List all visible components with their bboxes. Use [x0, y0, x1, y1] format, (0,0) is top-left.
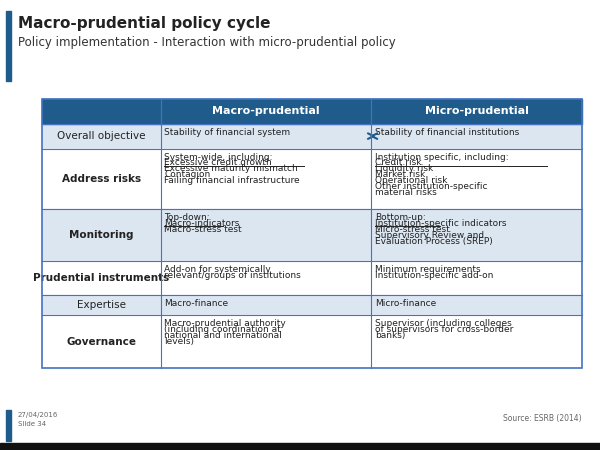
- Bar: [42, 209, 582, 261]
- Text: material risks: material risks: [375, 188, 437, 197]
- Text: Micro-stress test: Micro-stress test: [375, 225, 450, 234]
- Bar: [42, 315, 582, 368]
- Bar: [42, 99, 582, 124]
- Text: Operational risk: Operational risk: [375, 176, 448, 185]
- Bar: [42, 148, 582, 209]
- Text: Credit risk: Credit risk: [375, 158, 421, 167]
- Text: System-wide, including:: System-wide, including:: [164, 153, 273, 162]
- Text: relevant/groups of institutions: relevant/groups of institutions: [164, 271, 301, 280]
- Text: Add-on for systemically: Add-on for systemically: [164, 265, 271, 274]
- Text: Bottom-up:: Bottom-up:: [375, 213, 426, 222]
- Text: Liquidity risk: Liquidity risk: [375, 164, 433, 173]
- Bar: [6, 410, 11, 441]
- Bar: [6, 11, 11, 81]
- Text: Governance: Governance: [67, 337, 136, 347]
- Text: Contagion: Contagion: [164, 170, 211, 179]
- Text: Evaluation Process (SREP): Evaluation Process (SREP): [375, 237, 493, 246]
- Text: Excessive maturity mismatch: Excessive maturity mismatch: [164, 164, 298, 173]
- Bar: [42, 99, 582, 368]
- Text: Micro-prudential: Micro-prudential: [425, 106, 529, 117]
- Text: Policy implementation - Interaction with micro-prudential policy: Policy implementation - Interaction with…: [18, 36, 396, 49]
- Text: 27/04/2016: 27/04/2016: [18, 412, 58, 418]
- Bar: [42, 295, 582, 315]
- Text: Supervisory Review and: Supervisory Review and: [375, 231, 484, 240]
- Text: Macro-stress test: Macro-stress test: [164, 225, 242, 234]
- Text: Macro-indicators: Macro-indicators: [164, 219, 240, 228]
- Bar: [42, 124, 582, 148]
- Text: Stability of financial institutions: Stability of financial institutions: [375, 128, 519, 137]
- Text: Market risk: Market risk: [375, 170, 425, 179]
- Bar: [0, 443, 600, 450]
- Bar: [42, 261, 582, 295]
- Text: Minimum requirements: Minimum requirements: [375, 265, 481, 274]
- Text: Macro-prudential policy cycle: Macro-prudential policy cycle: [18, 16, 271, 31]
- Text: Failing financial infrastructure: Failing financial infrastructure: [164, 176, 300, 185]
- Text: Source: ESRB (2014): Source: ESRB (2014): [503, 414, 582, 423]
- Text: Overall objective: Overall objective: [57, 131, 146, 141]
- Text: Institution-specific add-on: Institution-specific add-on: [375, 271, 493, 280]
- Text: Monitoring: Monitoring: [69, 230, 134, 240]
- Text: Slide 34: Slide 34: [18, 421, 46, 427]
- Text: Macro-prudential: Macro-prudential: [212, 106, 320, 117]
- Text: Stability of financial system: Stability of financial system: [164, 128, 290, 137]
- Text: Institution-specific indicators: Institution-specific indicators: [375, 219, 506, 228]
- Text: Other institution-specific: Other institution-specific: [375, 182, 487, 191]
- Text: Expertise: Expertise: [77, 300, 126, 310]
- Text: Micro-finance: Micro-finance: [375, 299, 436, 308]
- Text: levels): levels): [164, 337, 194, 346]
- Text: Top-down:: Top-down:: [164, 213, 210, 222]
- Text: Address risks: Address risks: [62, 174, 141, 184]
- Text: Supervisor (including colleges: Supervisor (including colleges: [375, 319, 512, 328]
- Text: of supervisors for cross-border: of supervisors for cross-border: [375, 325, 514, 334]
- Text: Institution specific, including:: Institution specific, including:: [375, 153, 509, 162]
- Text: Macro-prudential authority: Macro-prudential authority: [164, 319, 286, 328]
- Text: (including coordination at: (including coordination at: [164, 325, 281, 334]
- Text: banks): banks): [375, 331, 406, 340]
- Text: Macro-finance: Macro-finance: [164, 299, 229, 308]
- Text: Excessive credit growth: Excessive credit growth: [164, 158, 272, 167]
- Text: national and international: national and international: [164, 331, 282, 340]
- Text: Prudential instruments: Prudential instruments: [33, 273, 170, 283]
